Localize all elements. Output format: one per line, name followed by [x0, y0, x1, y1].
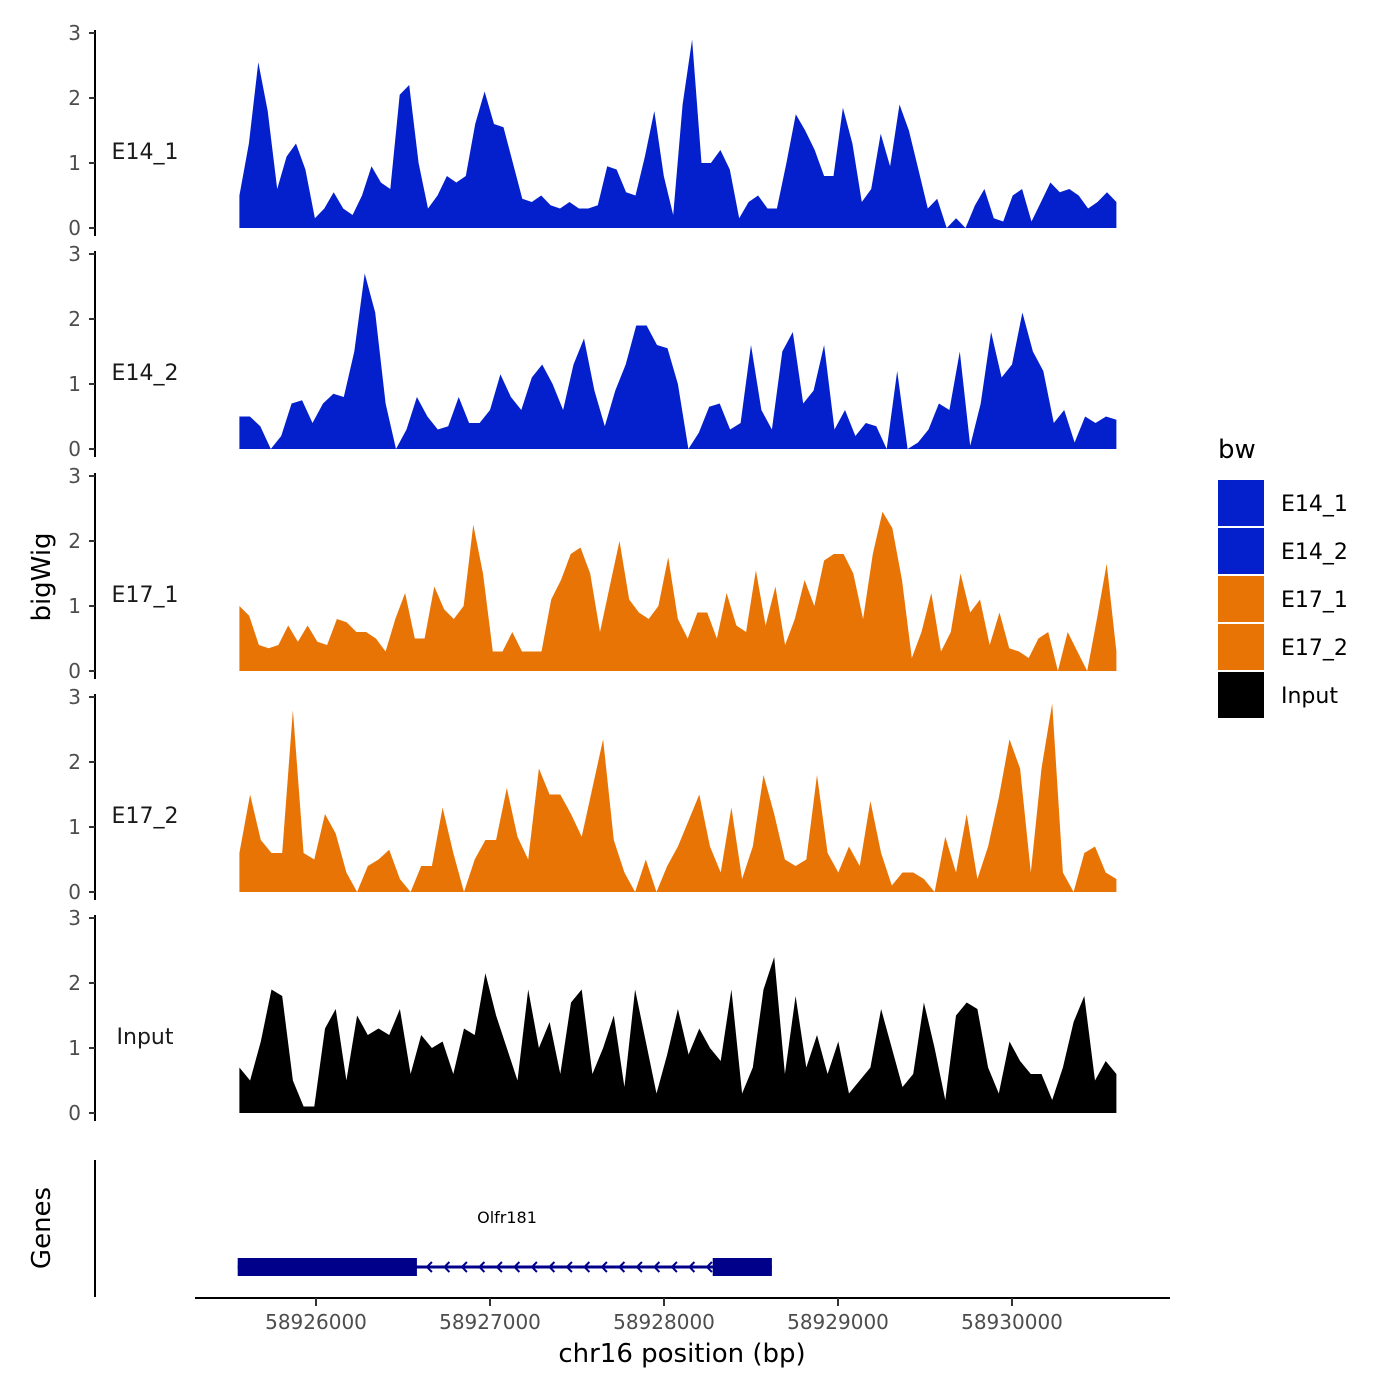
- strand-arrow-icon: [548, 1261, 556, 1273]
- strand-arrow-icon: [460, 1261, 468, 1273]
- legend-label: E17_2: [1281, 636, 1348, 661]
- track-E17_2: 0 1 2 3 E17_2: [68, 685, 1117, 904]
- y-tick-label: 2: [68, 307, 81, 331]
- legend-label: E14_1: [1281, 492, 1348, 517]
- x-tick-label: 58929000: [787, 1310, 889, 1334]
- legend-swatch-Input: [1218, 672, 1264, 718]
- x-axis: 58926000 58927000 58928000 58929000 58930000: [195, 1297, 1170, 1334]
- legend-label: E17_1: [1281, 588, 1348, 613]
- genes-axis-title: Genes: [27, 1187, 57, 1269]
- strand-arrow-icon: [653, 1261, 661, 1273]
- y-tick-label: 3: [68, 21, 81, 45]
- gene-exon: [712, 1258, 772, 1276]
- legend-swatch-E14_2: [1218, 528, 1264, 574]
- y-tick-label: 1: [68, 1036, 81, 1060]
- legend-label: E14_2: [1281, 540, 1348, 565]
- y-tick-label: 3: [68, 464, 81, 488]
- track-label: Input: [117, 1025, 174, 1050]
- signal-area-Input: [239, 957, 1117, 1113]
- strand-arrow-icon: [635, 1261, 643, 1273]
- y-tick-label: 2: [68, 971, 81, 995]
- y-tick-label: 2: [68, 86, 81, 110]
- strand-arrow-icon: [443, 1261, 451, 1273]
- strand-arrow-icon: [705, 1261, 713, 1273]
- strand-arrow-icon: [618, 1261, 626, 1273]
- signal-area-E14_2: [239, 273, 1117, 449]
- strand-arrow-icon: [513, 1261, 521, 1273]
- strand-arrow-icon: [425, 1261, 433, 1273]
- y-tick-label: 0: [68, 880, 81, 904]
- track-E14_1: 0 1 2 3 E14_1: [68, 21, 1117, 240]
- legend-label: Input: [1281, 684, 1338, 709]
- legend-swatch-E17_1: [1218, 576, 1264, 622]
- y-tick-label: 1: [68, 372, 81, 396]
- strand-arrow-icon: [565, 1261, 573, 1273]
- y-tick-label: 0: [68, 437, 81, 461]
- bigwig-tracks: 0 1 2 3 E14_1 0 1 2 3 E14_2 0 1 2 3 E17_1 0 1 2 3 E17_2 0 1 2 3…: [68, 21, 1117, 1125]
- y-tick-label: 2: [68, 750, 81, 774]
- strand-arrow-icon: [495, 1261, 503, 1273]
- y-tick-label: 0: [68, 1101, 81, 1125]
- x-tick-label: 58928000: [613, 1310, 715, 1334]
- legend-swatch-E14_1: [1218, 480, 1264, 526]
- track-label: E14_2: [112, 361, 179, 386]
- track-label: E14_1: [112, 140, 179, 165]
- track-label: E17_2: [112, 804, 179, 829]
- track-E17_1: 0 1 2 3 E17_1: [68, 464, 1117, 683]
- signal-area-E14_1: [239, 39, 1117, 228]
- strand-arrow-icon: [688, 1261, 696, 1273]
- track-label: E17_1: [112, 583, 179, 608]
- strand-arrow-icon: [583, 1261, 591, 1273]
- legend-swatch-E17_2: [1218, 624, 1264, 670]
- strand-arrow-icon: [530, 1261, 538, 1273]
- y-tick-label: 1: [68, 151, 81, 175]
- y-tick-label: 1: [68, 594, 81, 618]
- legend: bw E14_1 E14_2 E17_1 E17_2 Input: [1218, 435, 1348, 718]
- x-axis-title: chr16 position (bp): [558, 1339, 805, 1369]
- y-tick-label: 3: [68, 906, 81, 930]
- strand-arrow-icon: [600, 1261, 608, 1273]
- signal-area-E17_2: [239, 703, 1117, 892]
- legend-title: bw: [1218, 435, 1256, 465]
- genes-panel: Olfr181: [94, 1160, 772, 1297]
- y-axis-title: bigWig: [27, 532, 57, 621]
- track-Input: 0 1 2 3 Input: [68, 906, 1117, 1125]
- y-tick-label: 0: [68, 216, 81, 240]
- gene-exon: [237, 1258, 417, 1276]
- strand-arrow-icon: [478, 1261, 486, 1273]
- x-tick-label: 58927000: [439, 1310, 541, 1334]
- x-tick-label: 58926000: [265, 1310, 367, 1334]
- x-tick-label: 58930000: [961, 1310, 1063, 1334]
- track-E14_2: 0 1 2 3 E14_2: [68, 242, 1117, 461]
- y-tick-label: 0: [68, 659, 81, 683]
- y-tick-label: 2: [68, 529, 81, 553]
- gene-label: Olfr181: [477, 1208, 537, 1227]
- y-tick-label: 3: [68, 242, 81, 266]
- y-tick-label: 3: [68, 685, 81, 709]
- strand-arrow-icon: [670, 1261, 678, 1273]
- signal-area-E17_1: [239, 511, 1117, 671]
- y-tick-label: 1: [68, 815, 81, 839]
